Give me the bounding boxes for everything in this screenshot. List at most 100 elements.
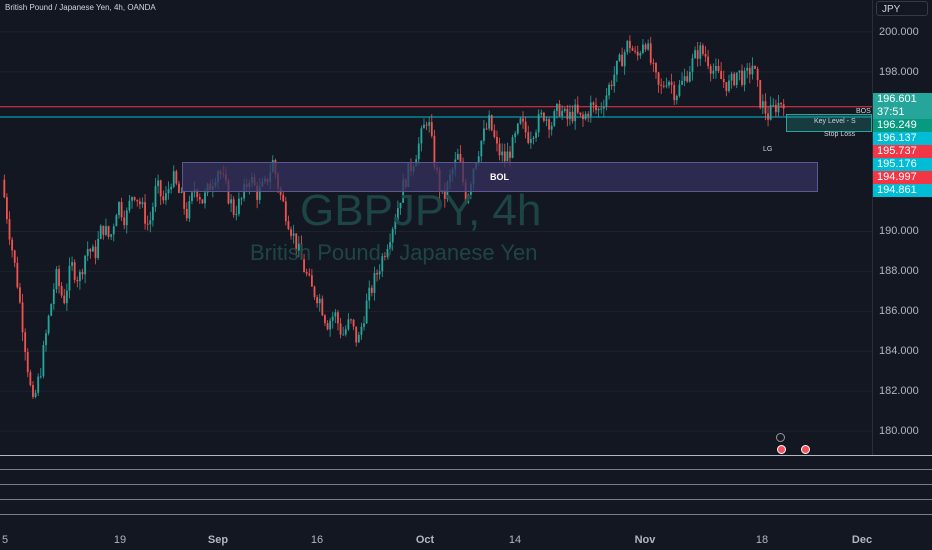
bol-label: BOL bbox=[490, 172, 509, 182]
candle-up bbox=[519, 118, 522, 124]
candle-up bbox=[235, 214, 238, 216]
candle-down bbox=[26, 351, 29, 373]
candle-up bbox=[678, 84, 681, 96]
candle-down bbox=[649, 43, 652, 63]
candle-up bbox=[240, 198, 243, 200]
candle-up bbox=[746, 67, 749, 71]
candle-down bbox=[11, 239, 14, 251]
candle-up bbox=[389, 242, 392, 249]
price-tick-label: 184.000 bbox=[879, 345, 919, 358]
candle-down bbox=[308, 273, 311, 276]
candle-down bbox=[58, 269, 60, 287]
candle-down bbox=[509, 151, 511, 158]
candle-up bbox=[112, 226, 115, 235]
candle-up bbox=[569, 111, 571, 120]
candle-down bbox=[290, 229, 292, 236]
candle-up bbox=[47, 315, 50, 334]
candle-down bbox=[631, 48, 634, 51]
candle-down bbox=[383, 256, 386, 258]
pane-divider[interactable] bbox=[0, 499, 932, 500]
event-marker-icon[interactable] bbox=[801, 445, 810, 454]
candle-down bbox=[433, 135, 436, 168]
candle-down bbox=[337, 312, 339, 324]
candle-up bbox=[668, 81, 670, 86]
lightning-icon[interactable] bbox=[776, 433, 785, 442]
candle-down bbox=[3, 179, 6, 198]
candle-down bbox=[527, 132, 530, 143]
candle-up bbox=[151, 206, 154, 221]
pane-divider[interactable] bbox=[0, 484, 932, 485]
candle-up bbox=[378, 271, 381, 275]
candle-down bbox=[707, 56, 710, 67]
event-marker-icon[interactable] bbox=[777, 445, 786, 454]
candle-up bbox=[715, 65, 717, 71]
candle-up bbox=[751, 65, 754, 75]
candle-down bbox=[717, 65, 720, 71]
candle-up bbox=[125, 210, 128, 226]
candle-down bbox=[324, 315, 326, 324]
candle-down bbox=[316, 297, 319, 304]
price-tag[interactable]: 195.737 bbox=[873, 145, 932, 159]
chart-area[interactable]: BOL GBPJPY, 4h British Pound / Japanese … bbox=[0, 0, 872, 455]
candle-up bbox=[394, 220, 397, 230]
candle-down bbox=[133, 197, 136, 200]
candle-down bbox=[196, 189, 199, 198]
lg-label: LG bbox=[763, 146, 773, 153]
candle-up bbox=[167, 189, 170, 194]
candle-up bbox=[545, 119, 548, 121]
time-axis[interactable]: 5 19 Sep 16 Oct 14 Nov 18 Dec bbox=[0, 530, 872, 550]
price-tag[interactable]: 196.249 bbox=[873, 119, 932, 133]
symbol-title[interactable]: British Pound / Japanese Yen, 4h, OANDA bbox=[5, 3, 156, 12]
candle-down bbox=[94, 246, 97, 259]
candle-down bbox=[610, 84, 613, 87]
candle-down bbox=[595, 104, 597, 111]
candle-up bbox=[84, 255, 87, 275]
price-axis[interactable]: 200.000 198.000 190.000 188.000 186.000 184.0… bbox=[872, 0, 932, 455]
bol-zone[interactable] bbox=[182, 162, 818, 192]
price-tag[interactable]: 195.176 bbox=[873, 158, 932, 172]
price-tag[interactable]: 194.861 bbox=[873, 184, 932, 198]
candle-up bbox=[52, 289, 55, 304]
candle-up bbox=[556, 103, 558, 112]
candle-up bbox=[360, 326, 363, 335]
candle-up bbox=[37, 376, 40, 393]
candle-up bbox=[42, 344, 45, 377]
candle-up bbox=[68, 265, 71, 291]
candle-down bbox=[764, 101, 767, 114]
candle-up bbox=[204, 192, 206, 204]
candle-down bbox=[652, 62, 655, 64]
candle-up bbox=[191, 192, 193, 202]
pane-divider[interactable] bbox=[0, 514, 932, 515]
pane-divider[interactable] bbox=[0, 469, 932, 470]
candle-up bbox=[514, 133, 517, 138]
candle-down bbox=[138, 201, 141, 205]
pane-divider[interactable] bbox=[0, 455, 932, 456]
candle-up bbox=[329, 320, 332, 330]
candle-up bbox=[608, 84, 610, 96]
price-tag[interactable]: 37:51 bbox=[873, 106, 932, 120]
trade-box[interactable] bbox=[786, 114, 872, 132]
candle-up bbox=[258, 186, 261, 200]
candle-down bbox=[558, 103, 561, 117]
candle-up bbox=[417, 143, 420, 160]
candle-up bbox=[550, 125, 553, 130]
candle-up bbox=[605, 95, 608, 107]
candle-down bbox=[178, 183, 180, 193]
candle-down bbox=[295, 233, 298, 251]
price-tag[interactable]: 196.601 bbox=[873, 93, 932, 107]
candle-up bbox=[396, 208, 399, 221]
candle-down bbox=[5, 197, 8, 220]
time-tick-label: 14 bbox=[508, 534, 522, 546]
candle-down bbox=[709, 66, 712, 74]
currency-button[interactable]: JPY bbox=[876, 1, 928, 16]
price-tag[interactable]: 196.137 bbox=[873, 132, 932, 146]
candle-up bbox=[483, 128, 485, 141]
candle-up bbox=[681, 80, 683, 85]
candle-down bbox=[493, 130, 496, 137]
watermark-name: British Pound / Japanese Yen bbox=[250, 240, 538, 265]
candle-up bbox=[381, 256, 384, 272]
candle-up bbox=[626, 40, 629, 53]
price-tag[interactable]: 194.997 bbox=[873, 171, 932, 185]
candle-up bbox=[237, 198, 240, 215]
candle-down bbox=[287, 221, 290, 230]
